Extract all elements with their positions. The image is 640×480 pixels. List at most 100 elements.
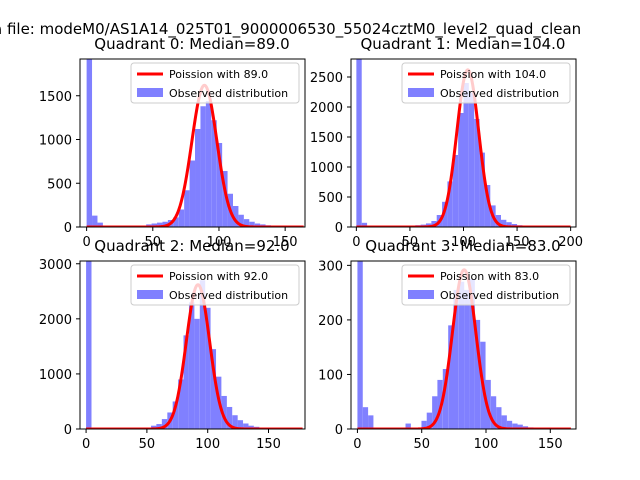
- legend-box: [401, 264, 571, 306]
- histogram-bar: [232, 415, 238, 429]
- histogram-bar: [173, 217, 179, 227]
- y-tick-label: 1500: [39, 90, 72, 105]
- axes-frame: [79, 260, 306, 430]
- histogram-bar: [237, 420, 244, 429]
- histogram-bar: [458, 113, 464, 227]
- histogram-bar: [226, 406, 233, 429]
- figure-suptitle: a file: modeM0/AS1A14_025T01_9000006530_…: [0, 20, 581, 39]
- histogram-bar: [221, 395, 227, 429]
- x-tick-label: 0: [82, 235, 90, 250]
- quadrant-2-panel: 0 50 100 150 0 1000 2000 3000 Poission with 92.0…: [39, 258, 306, 452]
- histogram-bar: [211, 120, 217, 227]
- histogram-bar: [464, 289, 470, 429]
- axes-frame: [350, 260, 577, 430]
- legend-box: [130, 62, 300, 104]
- histogram-bar: [512, 423, 518, 429]
- histogram-bar: [421, 420, 427, 429]
- histogram-bar: [156, 424, 162, 429]
- histogram-bar: [442, 369, 449, 429]
- histogram-bar: [368, 415, 374, 429]
- y-tick-label: 500: [318, 191, 343, 206]
- x-tick-label: 150: [256, 437, 281, 452]
- histogram-bar: [506, 222, 512, 227]
- legend: Poission with 104.0 Observed distribution: [401, 62, 571, 104]
- histogram-bar: [426, 223, 432, 227]
- histogram-bar: [452, 155, 459, 227]
- legend-label-poisson: Poission with 89.0: [169, 68, 268, 81]
- histogram-bar: [161, 419, 168, 429]
- histogram-bar: [458, 281, 465, 429]
- histogram-bar: [199, 280, 206, 429]
- x-tick-label: 150: [273, 235, 298, 250]
- quadrant-1-title: Quadrant 1: Median=104.0: [361, 35, 566, 53]
- legend-label-observed: Observed distribution: [169, 289, 288, 302]
- histogram-bar: [463, 83, 469, 227]
- histogram-bar: [184, 190, 190, 227]
- y-tick-label: 1500: [310, 131, 343, 146]
- histogram-bar: [200, 106, 206, 227]
- y-tick-label: 200: [318, 314, 343, 329]
- histogram-bar: [210, 349, 217, 429]
- histogram-bar: [448, 325, 454, 429]
- x-tick-label: 100: [474, 437, 499, 452]
- y-tick-label: 0: [335, 221, 343, 236]
- histogram-bar: [243, 219, 250, 227]
- y-tick-label: 500: [47, 177, 72, 192]
- histogram-bar: [86, 59, 93, 227]
- y-tick-label: 1000: [39, 368, 72, 383]
- histogram-bar: [243, 423, 249, 429]
- plot-area: [85, 59, 305, 227]
- x-tick-label: 50: [139, 437, 156, 452]
- legend-bar-swatch: [408, 88, 434, 97]
- x-tick-label: 0: [353, 437, 361, 452]
- quadrant-3-title: Quadrant 3: Median=83.0: [365, 237, 560, 255]
- y-tick-label: 0: [64, 423, 72, 438]
- histogram-bar: [426, 412, 433, 429]
- histogram-bar: [189, 160, 196, 227]
- legend-bar-swatch: [408, 290, 434, 299]
- histogram-bar: [178, 379, 184, 429]
- histogram-bar: [517, 424, 523, 429]
- histogram-bar: [501, 415, 507, 429]
- x-tick-label: 200: [558, 235, 583, 250]
- histogram-bar: [151, 425, 157, 429]
- y-tick-label: 0: [335, 423, 343, 438]
- legend-label-observed: Observed distribution: [440, 87, 559, 100]
- legend-label-poisson: Poission with 92.0: [169, 270, 268, 283]
- legend-label-observed: Observed distribution: [169, 87, 288, 100]
- histogram-bar: [249, 221, 255, 227]
- histogram-bar: [361, 222, 368, 227]
- y-tick-label: 3000: [39, 258, 72, 273]
- y-tick-label: 1000: [310, 161, 343, 176]
- histogram-bar: [496, 407, 502, 429]
- poisson-curve-line: [85, 83, 305, 227]
- histogram-bar: [216, 143, 223, 227]
- legend-bar-swatch: [137, 290, 163, 299]
- histogram-bar: [178, 209, 185, 227]
- histogram-bar: [254, 223, 261, 227]
- legend: Poission with 89.0 Observed distribution: [130, 62, 300, 104]
- histogram-bar: [356, 59, 362, 227]
- y-tick-label: 2500: [310, 71, 343, 86]
- histogram-bar: [495, 215, 501, 227]
- histogram-bar: [490, 396, 497, 429]
- x-tick-label: 50: [145, 235, 162, 250]
- histogram-bar: [484, 185, 491, 227]
- histogram-bar: [479, 152, 485, 227]
- y-tick-label: 1000: [39, 134, 72, 149]
- quadrant-2-title: Quadrant 2: Median=92.0: [94, 237, 289, 255]
- x-tick-label: 150: [538, 437, 563, 452]
- legend-label-observed: Observed distribution: [440, 289, 559, 302]
- legend-box: [130, 264, 300, 306]
- y-tick-label: 300: [318, 259, 343, 274]
- legend-bar-swatch: [137, 88, 163, 97]
- histogram-bar: [188, 302, 195, 429]
- y-tick-label: 100: [318, 368, 343, 383]
- y-tick-label: 0: [64, 221, 72, 236]
- histogram-bar: [405, 423, 411, 429]
- legend-label-poisson: Poission with 104.0: [440, 68, 546, 81]
- x-tick-label: 150: [505, 235, 530, 250]
